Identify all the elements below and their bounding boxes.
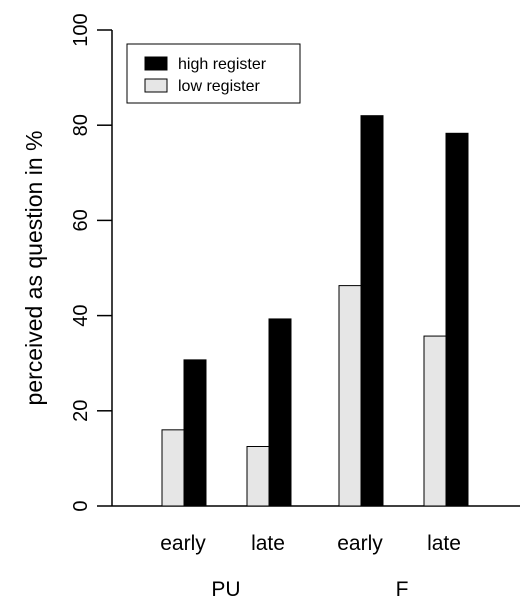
legend-box <box>126 43 301 104</box>
bar-f-late-low-register <box>423 335 447 507</box>
y-tick-label-0: 0 <box>70 500 92 511</box>
bar-f-early-low-register <box>338 285 362 507</box>
group-label-pu: PU <box>211 578 240 599</box>
y-tick-label-4: 80 <box>70 114 92 136</box>
y-tick-label-3: 60 <box>70 209 92 231</box>
bar-pu-early-high-register <box>183 359 207 507</box>
y-ticks: 0 20 40 60 80 100 <box>70 13 112 512</box>
bar-pu-late-high-register <box>268 318 292 507</box>
legend-swatch-high-register <box>144 56 168 71</box>
y-tick-label-1: 20 <box>70 400 92 422</box>
legend-swatch-low-register <box>144 78 168 93</box>
y-tick-label-5: 100 <box>70 13 92 46</box>
category-label-f-early: early <box>337 532 383 555</box>
group-label-f: F <box>396 578 409 599</box>
category-label-pu-early: early <box>160 532 206 555</box>
bar-f-late-high-register <box>445 132 469 507</box>
bars <box>161 115 469 507</box>
category-label-f-late: late <box>427 532 461 555</box>
bar-pu-early-low-register <box>161 429 185 507</box>
y-tick-label-2: 40 <box>70 304 92 326</box>
bar-f-early-high-register <box>360 115 384 507</box>
y-axis-title: perceived as question in % <box>21 131 47 406</box>
legend-label-high-register: high register <box>178 56 267 73</box>
category-label-pu-late: late <box>251 532 285 555</box>
legend-label-low-register: low register <box>178 78 260 95</box>
legend: high register low register <box>126 43 301 104</box>
bar-pu-late-low-register <box>246 446 270 507</box>
